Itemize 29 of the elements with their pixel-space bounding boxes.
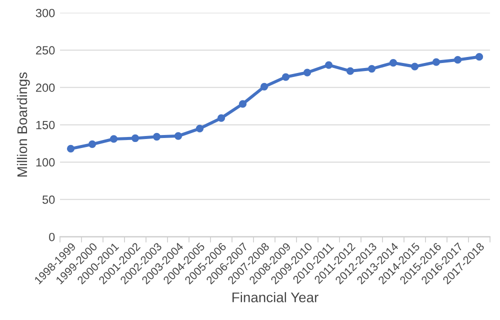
y-tick-label: 200	[36, 84, 55, 92]
point	[368, 64, 376, 73]
point	[110, 135, 118, 143]
point	[346, 67, 354, 75]
point	[410, 62, 419, 70]
point	[260, 82, 268, 91]
point	[475, 53, 484, 61]
y-tick-label: 0	[49, 232, 55, 242]
point	[217, 114, 226, 122]
y-tick-label: 100	[36, 158, 55, 167]
y-axis-title: Million Boardings	[16, 72, 30, 177]
point	[454, 56, 462, 64]
point	[238, 100, 247, 108]
point	[66, 144, 75, 153]
point	[196, 124, 204, 132]
point	[432, 58, 440, 66]
y-tick-label: 150	[36, 120, 55, 130]
point	[88, 140, 96, 148]
point	[131, 134, 140, 142]
point	[389, 59, 398, 67]
point	[303, 68, 312, 76]
y-tick-label: 50	[42, 196, 55, 204]
point	[174, 132, 182, 140]
point	[324, 61, 333, 69]
point	[282, 73, 290, 81]
y-tick-label: 250	[36, 46, 55, 55]
y-tick-label: 300	[36, 8, 55, 18]
point	[152, 132, 161, 141]
x-axis-title: Financial Year	[232, 292, 318, 302]
